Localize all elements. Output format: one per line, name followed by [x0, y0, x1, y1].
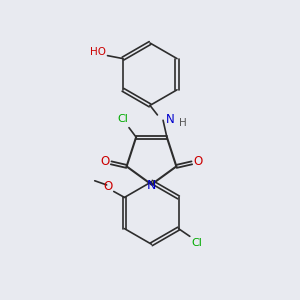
Text: N: N [147, 178, 156, 192]
Text: Cl: Cl [117, 114, 128, 124]
Text: O: O [194, 154, 203, 168]
Text: O: O [104, 180, 113, 193]
Text: N: N [166, 113, 175, 126]
Text: Cl: Cl [191, 238, 203, 248]
Text: HO: HO [90, 47, 106, 57]
Text: H: H [179, 118, 187, 128]
Text: O: O [100, 154, 109, 168]
